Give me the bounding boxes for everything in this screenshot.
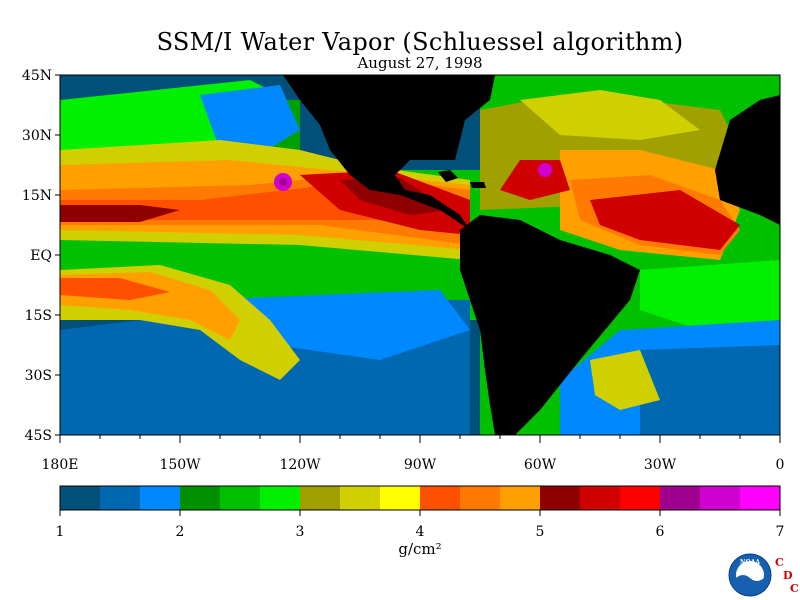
colorbar-swatch bbox=[460, 486, 501, 510]
colorbar-swatch bbox=[540, 486, 581, 510]
lat-tick-label: 45N bbox=[22, 68, 52, 84]
cdc-letter-2: D bbox=[783, 569, 793, 582]
africa-landmass bbox=[715, 95, 780, 225]
colorbar-tick-label: 4 bbox=[416, 524, 425, 540]
lon-tick-label: 90W bbox=[404, 457, 437, 473]
colorbar-swatch bbox=[620, 486, 661, 510]
colorbar-swatch bbox=[260, 486, 301, 510]
colorbar-tick-label: 2 bbox=[176, 524, 185, 540]
lat-tick-label: 45S bbox=[25, 428, 52, 444]
lon-tick-label: 120W bbox=[279, 457, 321, 473]
longitude-axis: 180E 150W 120W 90W 60W 30W 0 bbox=[42, 435, 785, 473]
north-america-landmass bbox=[283, 75, 495, 230]
latitude-axis: 45N 30N 15N EQ 15S 30S 45S bbox=[22, 68, 60, 444]
cdc-letter-3: C bbox=[790, 582, 799, 595]
map-title: SSM/I Water Vapor (Schluessel algorithm) bbox=[156, 28, 684, 56]
lon-tick-label: 180E bbox=[42, 457, 79, 473]
hispaniola-island bbox=[470, 182, 486, 188]
colorbar-tick-label: 3 bbox=[296, 524, 305, 540]
colorbar-swatch bbox=[220, 486, 261, 510]
colorbar-swatch bbox=[60, 486, 101, 510]
colorbar-swatch bbox=[300, 486, 341, 510]
lat-tick-label: 15S bbox=[25, 308, 52, 324]
cdc-letter-1: C bbox=[775, 556, 784, 569]
lon-tick-label: 60W bbox=[524, 457, 557, 473]
colorbar-swatch bbox=[140, 486, 181, 510]
colorbar-swatch bbox=[180, 486, 221, 510]
water-vapor-field bbox=[60, 75, 780, 435]
lon-tick-label: 150W bbox=[159, 457, 201, 473]
south-america-landmass bbox=[460, 215, 640, 435]
noaa-cdc-logo: NOAA C D C bbox=[728, 553, 799, 597]
lon-tick-label: 0 bbox=[776, 457, 785, 473]
lat-tick-label: 15N bbox=[22, 188, 52, 204]
colorbar-swatch bbox=[380, 486, 421, 510]
lon-tick-label: 30W bbox=[644, 457, 677, 473]
lat-tick-label: 30S bbox=[25, 368, 52, 384]
colorbar: 1 2 3 4 5 6 7 bbox=[56, 485, 785, 540]
colorbar-tick-label: 7 bbox=[776, 524, 785, 540]
colorbar-swatch bbox=[340, 486, 381, 510]
colorbar-swatch bbox=[500, 486, 541, 510]
colorbar-swatch bbox=[100, 486, 141, 510]
cuba-island bbox=[438, 170, 458, 182]
map-date: August 27, 1998 bbox=[357, 54, 483, 72]
colorbar-unit-label: g/cm² bbox=[398, 540, 441, 558]
colorbar-tick-label: 5 bbox=[536, 524, 545, 540]
colorbar-swatch bbox=[700, 486, 741, 510]
colorbar-swatch bbox=[660, 486, 701, 510]
noaa-seal-text: NOAA bbox=[740, 559, 760, 566]
colorbar-swatch bbox=[420, 486, 461, 510]
colorbar-swatch bbox=[580, 486, 621, 510]
colorbar-swatch bbox=[740, 486, 781, 510]
colorbar-tick-label: 6 bbox=[656, 524, 665, 540]
lat-tick-label: 30N bbox=[22, 128, 52, 144]
lat-tick-label: EQ bbox=[30, 248, 52, 264]
colorbar-tick-label: 1 bbox=[56, 524, 65, 540]
